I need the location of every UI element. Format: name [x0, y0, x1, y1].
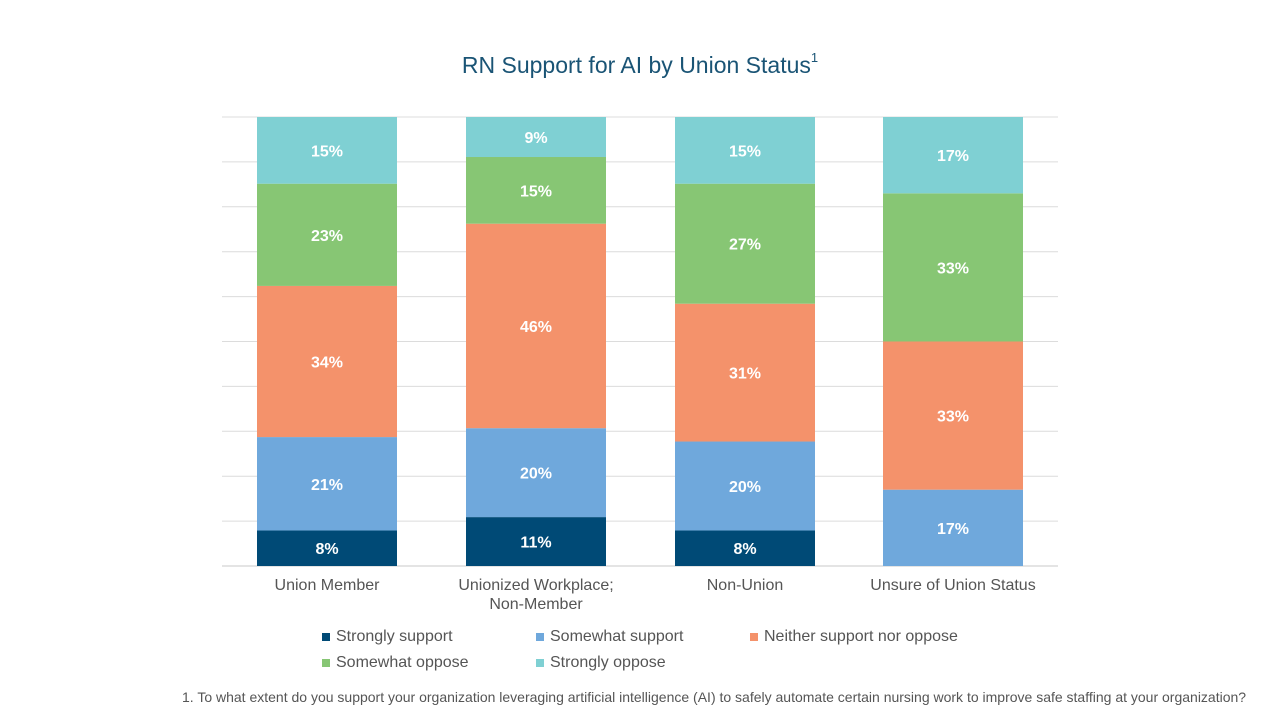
bar-segment	[257, 437, 397, 531]
data-label: 20%	[729, 479, 761, 496]
data-label: 23%	[311, 228, 343, 245]
bar-segment	[675, 117, 815, 184]
bar-segment	[675, 183, 815, 304]
data-label: 15%	[729, 143, 761, 160]
legend-swatch	[322, 659, 330, 667]
data-label: 17%	[937, 148, 969, 165]
data-label: 31%	[729, 366, 761, 383]
legend-swatch	[536, 659, 544, 667]
data-label: 34%	[311, 355, 343, 372]
bar-segment	[466, 117, 606, 158]
data-label: 33%	[937, 260, 969, 277]
bar-segment	[466, 157, 606, 224]
data-label: 9%	[524, 130, 547, 147]
legend-label: Somewhat support	[550, 628, 684, 645]
chart-title-text: RN Support for AI by Union Status	[461, 52, 811, 78]
data-label: 15%	[520, 183, 552, 200]
legend-label: Strongly support	[336, 628, 453, 645]
footnote: 1. To what extent do you support your or…	[182, 689, 1247, 705]
data-label: 11%	[520, 535, 551, 552]
data-label: 8%	[315, 541, 338, 558]
legend-label: Neither support nor oppose	[764, 628, 958, 645]
chart-legend: Strongly support Somewhat support Neither …	[322, 624, 1022, 676]
legend-label: Strongly oppose	[550, 654, 666, 671]
bar-segment	[883, 489, 1023, 566]
data-label: 21%	[311, 477, 343, 494]
x-tick-label: Unionized Workplace; Non-Member	[458, 577, 613, 613]
bar-segment	[675, 441, 815, 531]
legend-swatch	[322, 633, 330, 641]
data-label: 27%	[729, 237, 761, 254]
legend-swatch	[536, 633, 544, 641]
bar-segment	[883, 193, 1023, 342]
legend-item: Somewhat support	[536, 624, 750, 650]
bar-segment	[466, 223, 606, 429]
data-label: 46%	[520, 319, 552, 336]
bar-segment	[675, 303, 815, 442]
bar-segment	[257, 285, 397, 438]
bar-segment	[257, 117, 397, 184]
legend-item: Strongly support	[322, 624, 536, 650]
bar-segment	[466, 517, 606, 566]
legend-item: Strongly oppose	[536, 650, 750, 676]
title-superscript: 1	[810, 50, 819, 66]
legend-item: Somewhat oppose	[322, 650, 536, 676]
bar-segment	[257, 183, 397, 286]
bar-segment	[883, 341, 1023, 490]
legend-label: Somewhat oppose	[336, 654, 469, 671]
legend-item: Neither support nor oppose	[750, 624, 964, 650]
chart-title: RN Support for AI by Union Status1	[0, 50, 1280, 79]
bar-segment	[883, 117, 1023, 194]
bar-segment	[466, 428, 606, 518]
data-label: 17%	[937, 521, 969, 538]
data-label: 33%	[937, 409, 969, 426]
bar-segment	[257, 530, 397, 566]
data-label: 8%	[733, 541, 756, 558]
x-tick-label: Non-Union	[707, 577, 783, 594]
data-label: 20%	[520, 466, 552, 483]
x-tick-label: Unsure of Union Status	[870, 577, 1035, 594]
data-label: 15%	[311, 143, 343, 160]
bar-segment	[675, 530, 815, 566]
x-tick-label: Union Member	[275, 577, 381, 594]
legend-swatch	[750, 633, 758, 641]
